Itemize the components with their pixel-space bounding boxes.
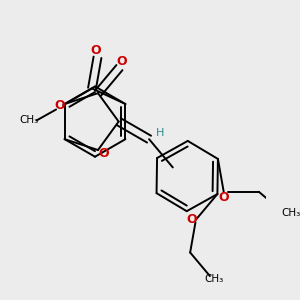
- Text: CH₃: CH₃: [205, 274, 224, 284]
- Text: O: O: [186, 213, 197, 226]
- Text: O: O: [116, 55, 127, 68]
- Text: CH₃: CH₃: [20, 116, 39, 125]
- Text: O: O: [54, 99, 65, 112]
- Text: CH₃: CH₃: [282, 208, 300, 218]
- Text: H: H: [155, 128, 164, 138]
- Text: O: O: [90, 44, 101, 57]
- Text: O: O: [99, 147, 110, 160]
- Text: O: O: [218, 191, 229, 205]
